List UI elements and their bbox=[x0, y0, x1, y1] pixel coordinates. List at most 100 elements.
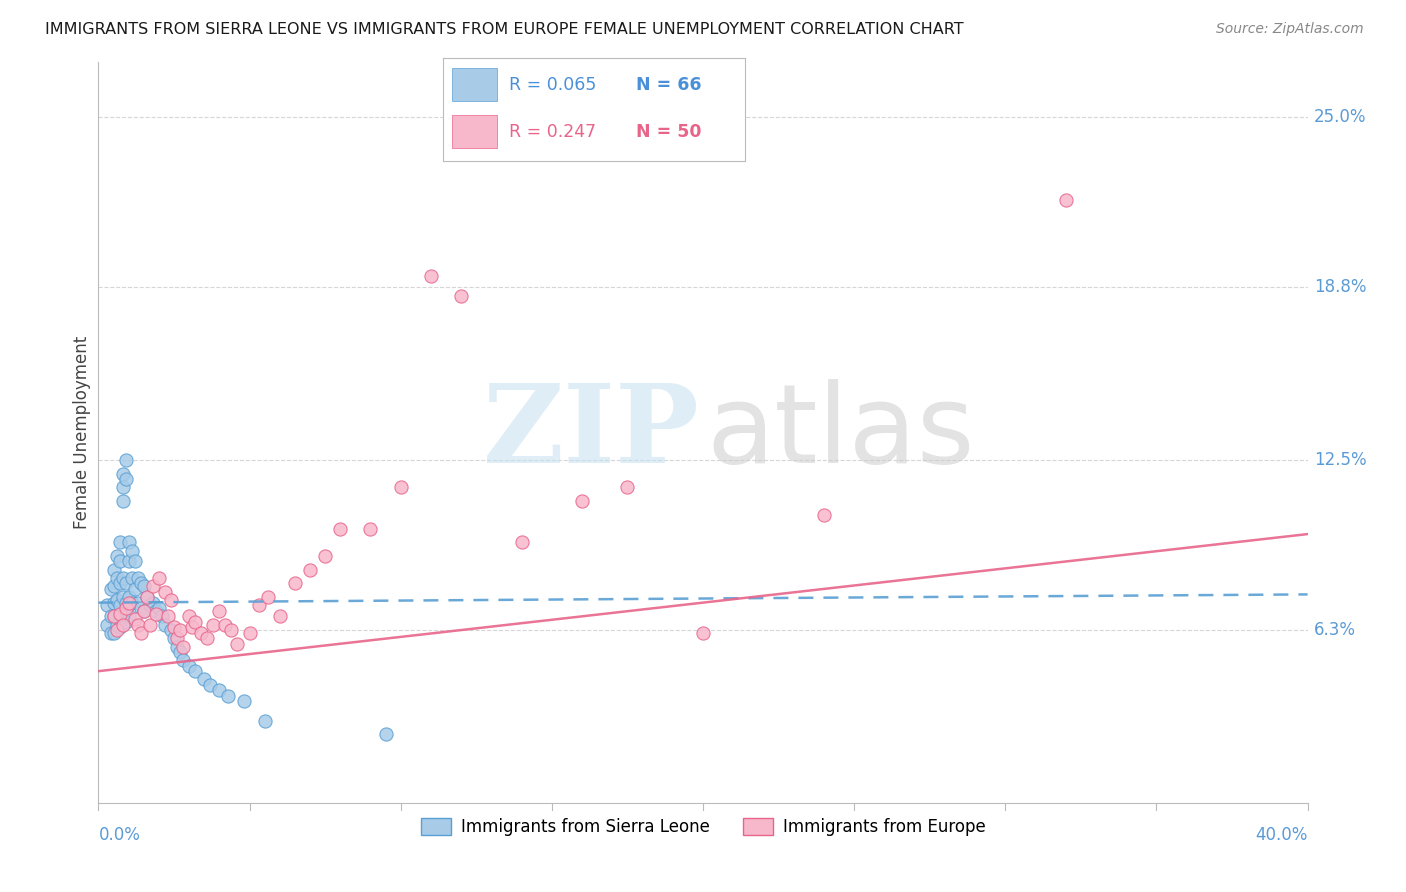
Point bbox=[179, 658, 201, 673]
Point bbox=[100, 582, 122, 596]
Point bbox=[184, 664, 207, 678]
Point bbox=[118, 609, 141, 624]
Text: N = 50: N = 50 bbox=[637, 123, 702, 141]
Point bbox=[374, 727, 396, 741]
Text: R = 0.065: R = 0.065 bbox=[509, 76, 596, 94]
Point bbox=[208, 604, 231, 618]
Point bbox=[114, 596, 136, 610]
Point bbox=[232, 694, 254, 708]
Point bbox=[121, 543, 143, 558]
Point bbox=[129, 601, 152, 615]
Point bbox=[135, 590, 157, 604]
Point bbox=[190, 625, 212, 640]
Point bbox=[114, 472, 136, 486]
Text: 0.0%: 0.0% bbox=[98, 827, 141, 845]
Point bbox=[145, 604, 167, 618]
Point bbox=[148, 601, 170, 615]
Text: N = 66: N = 66 bbox=[637, 76, 702, 94]
Point bbox=[1054, 193, 1077, 207]
Point bbox=[172, 653, 194, 667]
Point bbox=[111, 467, 134, 481]
Point bbox=[163, 632, 186, 646]
Point bbox=[111, 617, 134, 632]
Text: IMMIGRANTS FROM SIERRA LEONE VS IMMIGRANTS FROM EUROPE FEMALE UNEMPLOYMENT CORRE: IMMIGRANTS FROM SIERRA LEONE VS IMMIGRAN… bbox=[45, 22, 963, 37]
Point bbox=[124, 612, 146, 626]
Text: 40.0%: 40.0% bbox=[1256, 827, 1308, 845]
Point bbox=[360, 522, 382, 536]
Point bbox=[813, 508, 835, 522]
Point bbox=[132, 579, 155, 593]
Point bbox=[124, 582, 146, 596]
Point bbox=[103, 579, 125, 593]
Point bbox=[181, 620, 204, 634]
Point bbox=[124, 554, 146, 568]
Point bbox=[114, 601, 136, 615]
Point bbox=[127, 617, 149, 632]
Point bbox=[217, 689, 239, 703]
Point bbox=[299, 563, 322, 577]
Y-axis label: Female Unemployment: Female Unemployment bbox=[73, 336, 91, 529]
FancyBboxPatch shape bbox=[451, 69, 498, 101]
Point bbox=[616, 480, 638, 494]
Point bbox=[108, 599, 131, 613]
Point bbox=[108, 535, 131, 549]
Point bbox=[129, 625, 152, 640]
Point bbox=[145, 607, 167, 621]
Point bbox=[166, 632, 188, 646]
Point bbox=[108, 554, 131, 568]
Point bbox=[114, 615, 136, 629]
Point bbox=[221, 623, 243, 637]
Point bbox=[247, 599, 270, 613]
Point bbox=[111, 609, 134, 624]
Point bbox=[193, 673, 215, 687]
Text: atlas: atlas bbox=[707, 379, 976, 486]
Point bbox=[105, 571, 128, 585]
Point bbox=[172, 640, 194, 654]
Point bbox=[121, 571, 143, 585]
Point bbox=[420, 269, 443, 284]
Point bbox=[96, 617, 118, 632]
Point bbox=[202, 617, 225, 632]
Point bbox=[118, 554, 141, 568]
Point bbox=[200, 678, 222, 692]
Text: 25.0%: 25.0% bbox=[1313, 108, 1367, 127]
Point bbox=[100, 609, 122, 624]
Point bbox=[389, 480, 412, 494]
Point bbox=[103, 563, 125, 577]
Point bbox=[142, 596, 165, 610]
Point bbox=[169, 645, 191, 659]
Point bbox=[214, 617, 236, 632]
Point bbox=[256, 590, 278, 604]
Point bbox=[148, 571, 170, 585]
Point bbox=[103, 625, 125, 640]
Point bbox=[314, 549, 336, 563]
Point bbox=[571, 494, 593, 508]
Point bbox=[156, 609, 179, 624]
Point bbox=[114, 576, 136, 591]
Text: ZIP: ZIP bbox=[482, 379, 699, 486]
Text: 6.3%: 6.3% bbox=[1313, 621, 1355, 639]
FancyBboxPatch shape bbox=[451, 115, 498, 148]
Point bbox=[139, 599, 162, 613]
Point bbox=[510, 535, 533, 549]
Text: Source: ZipAtlas.com: Source: ZipAtlas.com bbox=[1216, 22, 1364, 37]
Point bbox=[105, 617, 128, 632]
Point bbox=[111, 494, 134, 508]
Point bbox=[450, 288, 472, 302]
Point bbox=[105, 549, 128, 563]
Point bbox=[153, 584, 176, 599]
Point bbox=[129, 576, 152, 591]
Point bbox=[111, 480, 134, 494]
Point bbox=[269, 609, 291, 624]
Point bbox=[108, 576, 131, 591]
Point bbox=[118, 596, 141, 610]
Point bbox=[135, 590, 157, 604]
Point bbox=[132, 604, 155, 618]
Point bbox=[329, 522, 352, 536]
Point bbox=[195, 632, 218, 646]
Point bbox=[139, 617, 162, 632]
Point bbox=[163, 620, 186, 634]
Point bbox=[100, 625, 122, 640]
Point bbox=[226, 637, 249, 651]
Point bbox=[96, 599, 118, 613]
